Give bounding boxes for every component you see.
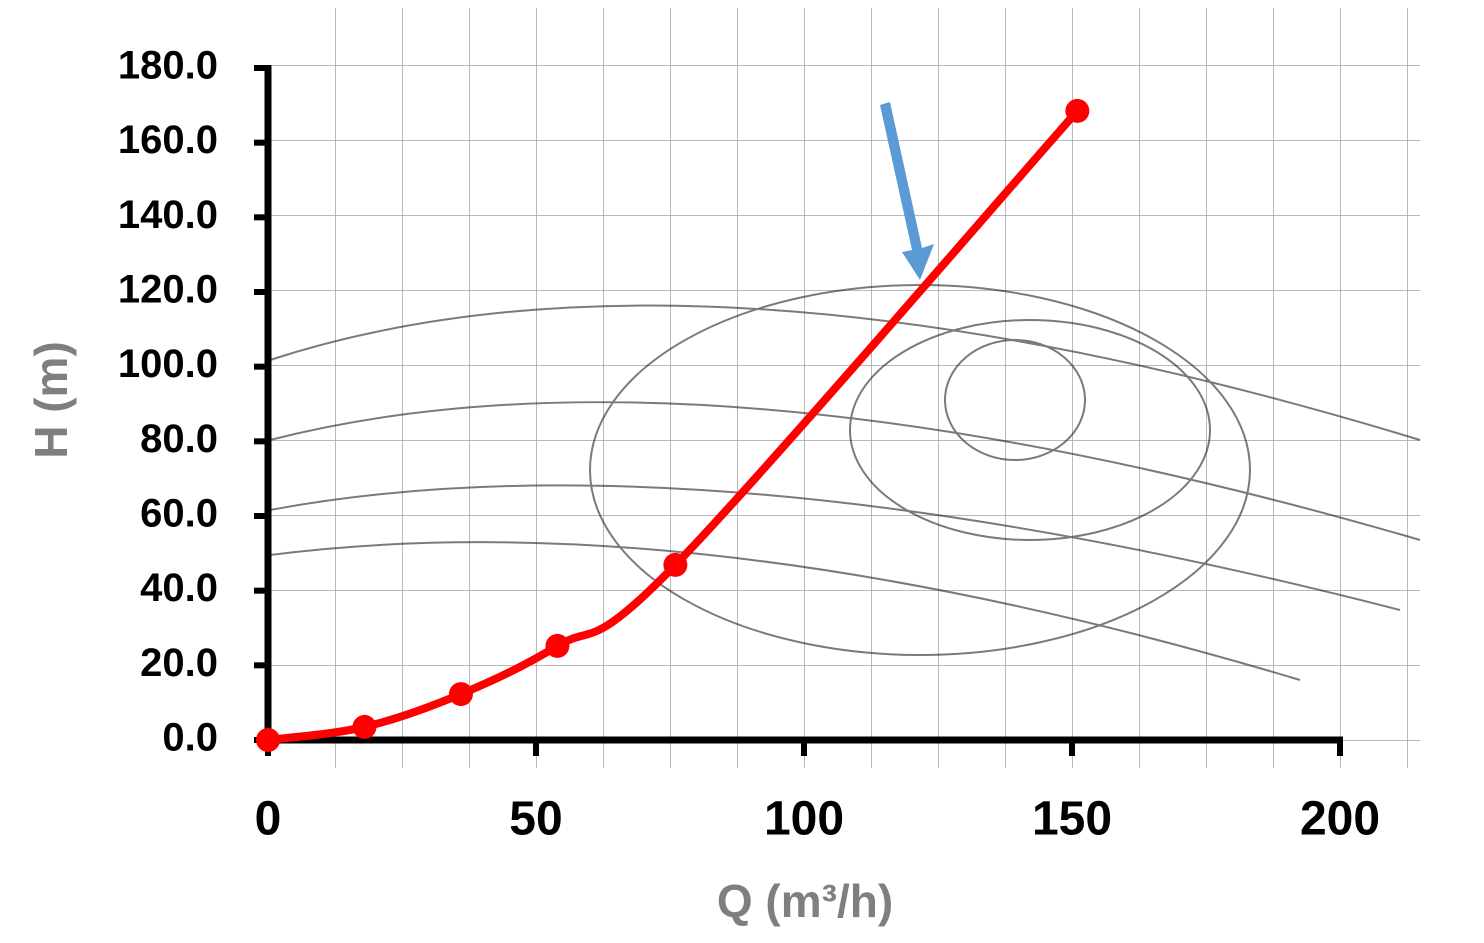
point: [256, 728, 280, 752]
x-tick-label: 200: [1300, 793, 1380, 846]
y-tick-label: 180.0: [118, 44, 218, 88]
y-tick-label: 160.0: [118, 118, 218, 162]
y-tick-label: 20.0: [140, 641, 218, 685]
y-tick-label: 80.0: [140, 417, 218, 461]
y-tick-label: 100.0: [118, 342, 218, 386]
x-tick-label: 0: [255, 793, 282, 846]
point: [352, 715, 376, 739]
y-tick-label: 40.0: [140, 566, 218, 610]
point: [545, 634, 569, 658]
y-tick-label: 60.0: [140, 492, 218, 536]
y-tick-label: 140.0: [118, 193, 218, 237]
point: [663, 553, 687, 577]
y-axis-title: H (m): [25, 341, 77, 459]
scan-background: [270, 8, 1420, 768]
x-tick-label: 50: [509, 793, 562, 846]
y-tick-label: 0.0: [162, 716, 218, 760]
point: [449, 682, 473, 706]
y-tick-label: 120.0: [118, 268, 218, 312]
x-tick-label: 150: [1032, 793, 1112, 846]
chart: H (m) Q (m³/h) 0.0 20.0 40.0 60.0 80.0 100.0 1…: [0, 0, 1484, 943]
x-tick-label: 100: [764, 793, 844, 846]
point: [1065, 99, 1089, 123]
x-axis-title: Q (m³/h): [717, 875, 893, 927]
